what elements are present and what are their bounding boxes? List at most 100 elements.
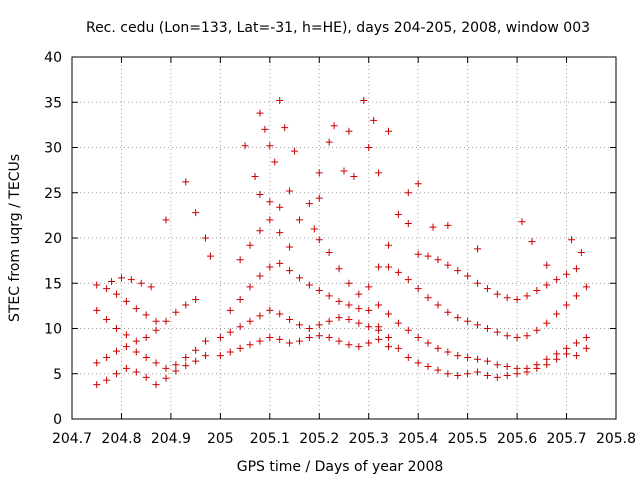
- y-tick-label: 20: [44, 231, 62, 247]
- data-point-track-m: [360, 96, 368, 104]
- data-point-track-g: [325, 334, 333, 342]
- data-point-track-i: [266, 263, 274, 271]
- data-point-track-q: [572, 292, 580, 300]
- data-point-track-r: [543, 281, 551, 289]
- data-point-track-p: [582, 334, 590, 342]
- data-point-track-h: [345, 315, 353, 323]
- data-point-track-i: [335, 297, 343, 305]
- data-point-track-q: [474, 321, 482, 329]
- data-point-track-p: [454, 352, 462, 360]
- data-point-track-d: [103, 285, 111, 293]
- data-point-track-q: [464, 317, 472, 325]
- data-point-track-p: [483, 357, 491, 365]
- data-point-track-k: [291, 147, 299, 155]
- data-point-track-i: [315, 286, 323, 294]
- data-point-track-s: [567, 236, 575, 244]
- data-point-track-p: [404, 326, 412, 334]
- data-point-track-o: [572, 352, 580, 360]
- data-point-track-e: [117, 274, 125, 282]
- data-point-track-o: [424, 363, 432, 371]
- data-point-track-c: [122, 331, 130, 339]
- data-point-track-g: [365, 339, 373, 347]
- data-point-track-c: [152, 326, 160, 334]
- data-point-track-b: [162, 364, 170, 372]
- data-point-track-m: [365, 144, 373, 151]
- data-point-track-f: [206, 252, 214, 260]
- data-point-track-n: [385, 241, 393, 249]
- data-point-track-g: [256, 337, 264, 345]
- data-point-track-g: [286, 339, 294, 347]
- data-point-track-a: [93, 381, 101, 389]
- data-point-track-r: [483, 285, 491, 293]
- data-point-track-o: [582, 344, 590, 352]
- x-axis-label: GPS time / Days of year 2008: [237, 459, 444, 475]
- data-point-track-h: [305, 325, 313, 332]
- data-point-track-p: [385, 310, 393, 318]
- data-point-track-m: [370, 116, 378, 124]
- data-point-track-r: [523, 292, 531, 300]
- data-point-track-g: [226, 348, 234, 356]
- data-point-track-i: [226, 306, 234, 314]
- data-point-track-a: [142, 373, 150, 381]
- data-point-track-j: [286, 243, 294, 251]
- data-point-track-p: [503, 363, 511, 371]
- data-point-track-h: [335, 314, 343, 322]
- y-tick-label: 15: [44, 276, 62, 292]
- data-point-track-k: [276, 96, 284, 104]
- data-point-track-k: [261, 125, 269, 133]
- data-point-track-g: [335, 337, 343, 345]
- data-point-track-o: [483, 372, 491, 380]
- data-point-track-h: [355, 319, 363, 327]
- data-point-track-i: [246, 283, 254, 291]
- data-point-track-p: [523, 364, 531, 372]
- x-tick-label: 205.2: [299, 431, 339, 447]
- data-point-track-p: [543, 355, 551, 363]
- data-point-track-j: [246, 241, 254, 249]
- data-point-track-n: [325, 248, 333, 256]
- x-tick-label: 205.1: [250, 431, 290, 447]
- x-tick-label: 205.5: [448, 431, 488, 447]
- data-point-track-b: [132, 348, 140, 356]
- data-point-track-q: [385, 263, 393, 271]
- data-point-track-h: [286, 315, 294, 323]
- y-axis-label: STEC from uqrg / TECUs: [7, 154, 23, 322]
- data-point-track-q: [483, 325, 491, 332]
- data-point-track-s: [577, 248, 585, 256]
- x-tick-label: 205.3: [349, 431, 389, 447]
- data-point-track-a: [162, 374, 170, 382]
- data-point-track-q: [424, 294, 432, 302]
- y-axis: 0 5 10 15 20 25 30 35 40: [44, 50, 616, 428]
- data-point-track-o: [454, 372, 462, 380]
- data-point-track-r: [533, 286, 541, 294]
- data-point-track-i: [345, 301, 353, 309]
- data-point-track-s: [518, 218, 526, 226]
- data-point-track-p: [572, 339, 580, 347]
- data-point-track-r: [444, 261, 452, 269]
- data-point-track-b: [182, 353, 190, 361]
- data-point-track-l: [305, 200, 313, 208]
- data-point-track-h: [315, 321, 323, 329]
- data-point-track-q: [503, 332, 511, 340]
- data-point-track-i: [305, 281, 313, 289]
- data-point-track-b: [122, 343, 130, 351]
- data-point-track-n: [345, 279, 353, 287]
- data-point-track-b: [172, 361, 180, 369]
- data-point-track-d: [142, 311, 150, 319]
- data-point-track-k: [256, 109, 264, 117]
- data-point-track-k: [281, 124, 289, 132]
- data-point-track-c: [103, 315, 111, 323]
- data-point-track-q: [404, 276, 412, 284]
- data-point-track-i: [286, 267, 294, 275]
- data-point-track-i: [236, 296, 244, 304]
- data-point-track-p: [414, 334, 422, 342]
- data-point-track-o: [414, 359, 422, 367]
- data-point-track-o: [434, 366, 442, 374]
- data-point-track-p: [424, 339, 432, 347]
- data-point-track-k: [266, 142, 274, 150]
- data-point-track-i: [256, 272, 264, 280]
- data-point-track-f: [162, 216, 170, 224]
- data-point-track-g: [315, 332, 323, 340]
- data-point-track-b: [93, 359, 101, 367]
- data-point-track-b: [113, 347, 121, 355]
- data-point-track-b: [152, 359, 160, 367]
